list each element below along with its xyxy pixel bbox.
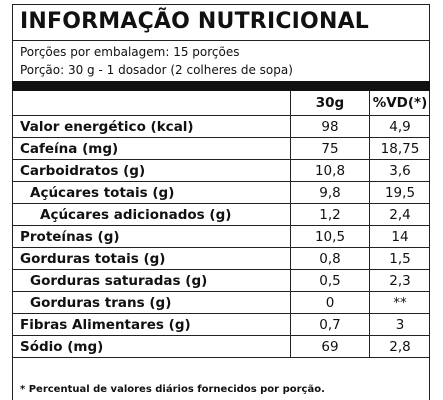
amount: 69 <box>290 335 370 358</box>
daily-value: 14 <box>369 225 430 248</box>
row: Gorduras totais (g) 0,8 1,5 <box>12 247 430 270</box>
nutrient: Valor energético (kcal) <box>12 115 291 138</box>
amount: 10,8 <box>290 159 370 182</box>
nutrient: Açúcares totais (g) <box>12 181 291 204</box>
nutrient: Fibras Alimentares (g) <box>12 313 291 336</box>
amount: 75 <box>290 137 370 160</box>
amount: 1,2 <box>290 203 370 226</box>
daily-value: 18,75 <box>369 137 430 160</box>
divider <box>12 40 430 41</box>
daily-value: 2,8 <box>369 335 430 358</box>
row: Proteínas (g) 10,5 14 <box>12 225 430 248</box>
amount: 10,5 <box>290 225 370 248</box>
amount: 0 <box>290 291 370 314</box>
nutrition-table: 30g %VD(*) Valor energético (kcal) 98 4,9 … <box>12 91 430 358</box>
daily-value: 3,6 <box>369 159 430 182</box>
amount: 0,8 <box>290 247 370 270</box>
row: Gorduras saturadas (g) 0,5 2,3 <box>12 269 430 292</box>
daily-value: 1,5 <box>369 247 430 270</box>
header-cell: 30g <box>290 91 370 116</box>
row: Carboidratos (g) 10,8 3,6 <box>12 159 430 182</box>
row: Açúcares adicionados (g) 1,2 2,4 <box>12 203 430 226</box>
header-row: 30g %VD(*) <box>12 91 430 116</box>
amount: 9,8 <box>290 181 370 204</box>
thick-divider <box>12 81 430 91</box>
title: INFORMAÇÃO NUTRICIONAL <box>20 9 370 34</box>
serving-size: Porção: 30 g - 1 dosador (2 colheres de … <box>20 63 293 77</box>
nutrient: Proteínas (g) <box>12 225 291 248</box>
daily-value: 4,9 <box>369 115 430 138</box>
row: Valor energético (kcal) 98 4,9 <box>12 115 430 138</box>
nutrient: Sódio (mg) <box>12 335 291 358</box>
nutrient: Cafeína (mg) <box>12 137 291 160</box>
nutrient: Açúcares adicionados (g) <box>12 203 291 226</box>
row: Açúcares totais (g) 9,8 19,5 <box>12 181 430 204</box>
amount: 0,7 <box>290 313 370 336</box>
servings-per-package: Porções por embalagem: 15 porções <box>20 45 240 59</box>
amount: 98 <box>290 115 370 138</box>
header-cell <box>12 91 291 116</box>
daily-value: 2,3 <box>369 269 430 292</box>
nutrient: Gorduras trans (g) <box>12 291 291 314</box>
row: Fibras Alimentares (g) 0,7 3 <box>12 313 430 336</box>
footnote: * Percentual de valores diários fornecid… <box>20 384 325 395</box>
row: Gorduras trans (g) 0 ** <box>12 291 430 314</box>
header-cell: %VD(*) <box>369 91 430 116</box>
row: Cafeína (mg) 75 18,75 <box>12 137 430 160</box>
nutrient: Gorduras totais (g) <box>12 247 291 270</box>
daily-value: 3 <box>369 313 430 336</box>
nutrient: Carboidratos (g) <box>12 159 291 182</box>
daily-value: 2,4 <box>369 203 430 226</box>
nutrient: Gorduras saturadas (g) <box>12 269 291 292</box>
daily-value: ** <box>369 291 430 314</box>
daily-value: 19,5 <box>369 181 430 204</box>
amount: 0,5 <box>290 269 370 292</box>
row: Sódio (mg) 69 2,8 <box>12 335 430 358</box>
